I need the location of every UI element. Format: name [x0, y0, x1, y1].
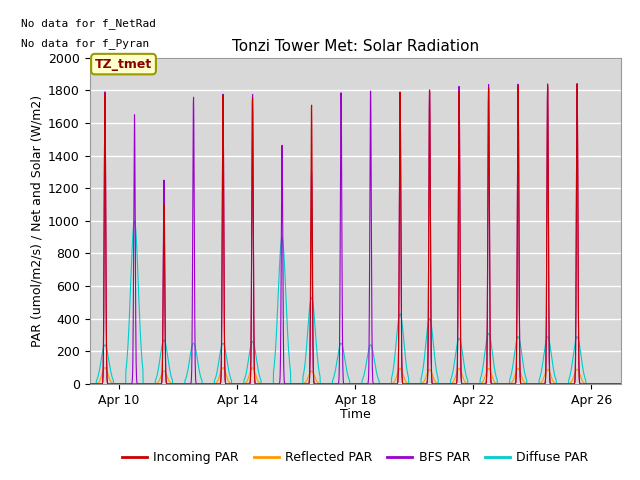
- Text: No data for f_NetRad: No data for f_NetRad: [20, 18, 156, 29]
- Legend: Incoming PAR, Reflected PAR, BFS PAR, Diffuse PAR: Incoming PAR, Reflected PAR, BFS PAR, Di…: [117, 446, 593, 469]
- Text: No data for f_Pyran: No data for f_Pyran: [20, 38, 148, 49]
- Y-axis label: PAR (umol/m2/s) / Net and Solar (W/m2): PAR (umol/m2/s) / Net and Solar (W/m2): [31, 95, 44, 347]
- Text: TZ_tmet: TZ_tmet: [95, 58, 152, 71]
- Title: Tonzi Tower Met: Solar Radiation: Tonzi Tower Met: Solar Radiation: [232, 39, 479, 54]
- X-axis label: Time: Time: [340, 408, 371, 421]
